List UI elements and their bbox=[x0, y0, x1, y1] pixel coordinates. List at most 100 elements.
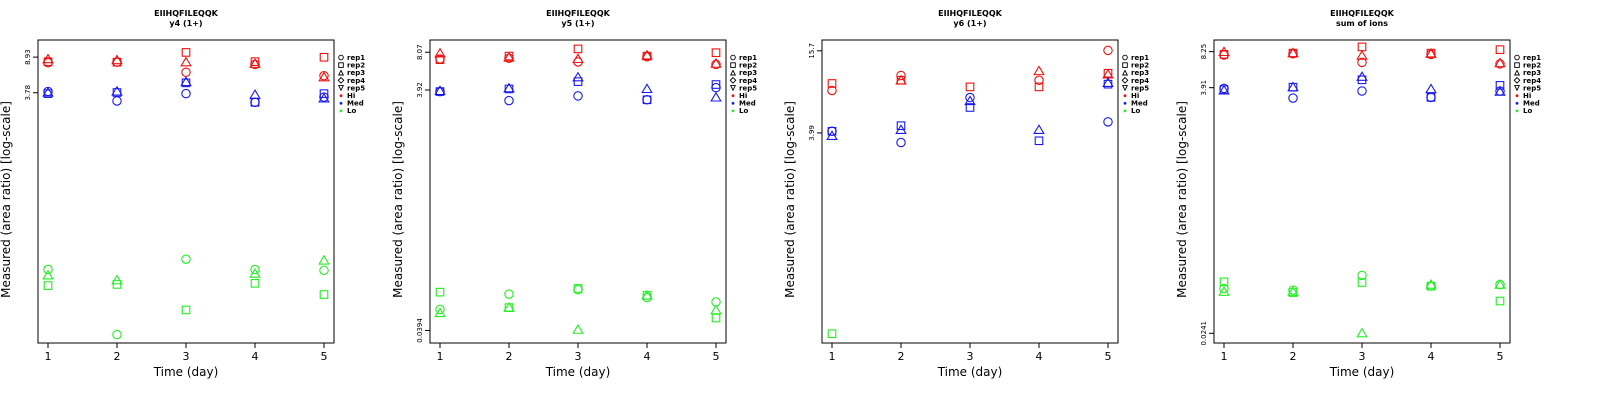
x-tick-label: 5 bbox=[1105, 350, 1112, 363]
data-point-hi-rep1 bbox=[112, 57, 122, 67]
data-point-med-rep1 bbox=[1357, 86, 1367, 96]
data-point-lo-rep1 bbox=[435, 304, 445, 315]
data-point-hi-rep3 bbox=[641, 49, 653, 60]
data-point-hi-rep1 bbox=[896, 70, 906, 81]
data-point-hi-rep3 bbox=[180, 56, 192, 67]
data-point-lo-rep3 bbox=[1425, 278, 1437, 289]
legend-marker-rep3 bbox=[1513, 69, 1521, 76]
data-point-hi-rep3 bbox=[318, 71, 330, 82]
legend-marker-lo bbox=[731, 109, 735, 113]
data-point-med-rep2 bbox=[642, 95, 652, 105]
data-point-hi-rep2 bbox=[642, 51, 652, 61]
data-point-med-rep3 bbox=[1425, 83, 1437, 94]
data-point-lo-rep3 bbox=[111, 274, 123, 285]
legend-label: rep2 bbox=[739, 62, 757, 70]
data-point-med-rep3 bbox=[641, 83, 653, 94]
data-point-med-rep1 bbox=[965, 92, 975, 103]
x-tick-label: 2 bbox=[506, 350, 513, 363]
data-point-med-rep3 bbox=[1356, 71, 1368, 81]
data-point-med-rep2 bbox=[1495, 81, 1505, 90]
data-point-hi-rep1 bbox=[1034, 75, 1044, 86]
data-point-med-rep3 bbox=[895, 124, 907, 134]
x-tick-label: 4 bbox=[644, 350, 651, 363]
data-point-lo-rep1 bbox=[1219, 283, 1229, 294]
legend-label: Lo bbox=[1131, 107, 1140, 115]
chart-subtitle: y6 (1+) bbox=[953, 19, 986, 28]
data-point-hi-rep1 bbox=[1495, 59, 1505, 69]
legend-label: rep5 bbox=[1523, 84, 1541, 92]
data-point-lo-rep2 bbox=[573, 284, 583, 293]
data-point-med-rep3 bbox=[1033, 124, 1045, 134]
data-point-lo-rep2 bbox=[827, 329, 837, 339]
legend-marker-lo bbox=[1515, 109, 1519, 113]
x-tick-label: 4 bbox=[1428, 350, 1435, 363]
x-tick-label: 5 bbox=[713, 350, 720, 363]
x-tick-label: 3 bbox=[183, 350, 190, 363]
legend-label: Med bbox=[1523, 100, 1540, 108]
x-tick-label: 3 bbox=[575, 350, 582, 363]
x-axis-title: Time (day) bbox=[153, 365, 219, 379]
legend-label: Med bbox=[739, 100, 756, 108]
data-point-med-rep3 bbox=[1494, 85, 1506, 96]
data-point-hi-rep3 bbox=[434, 47, 446, 58]
legend-marker-rep3 bbox=[337, 69, 345, 76]
data-point-hi-rep2 bbox=[319, 52, 329, 62]
data-point-lo-rep1 bbox=[43, 264, 53, 275]
x-tick-label: 2 bbox=[1290, 350, 1297, 363]
data-point-med-rep3 bbox=[434, 85, 446, 96]
y-tick-label: 3.91 bbox=[1200, 80, 1208, 96]
data-point-med-rep1 bbox=[112, 96, 122, 106]
chart-title: EIIHQFILEQQK bbox=[1330, 9, 1395, 18]
legend-marker-hi bbox=[339, 94, 343, 98]
x-axis-title: Time (day) bbox=[937, 365, 1003, 379]
data-point-lo-rep3 bbox=[1494, 278, 1506, 289]
data-point-hi-rep3 bbox=[1356, 49, 1368, 60]
legend-label: rep3 bbox=[739, 69, 757, 77]
x-tick-label: 3 bbox=[1359, 350, 1366, 363]
legend-marker-med bbox=[731, 101, 735, 105]
data-point-med-rep3 bbox=[710, 91, 722, 102]
data-point-med-rep3 bbox=[572, 71, 584, 82]
data-point-lo-rep2 bbox=[711, 313, 721, 323]
x-tick-label: 2 bbox=[898, 350, 905, 363]
data-point-hi-rep2 bbox=[435, 55, 445, 65]
data-point-lo-rep2 bbox=[435, 287, 445, 297]
data-point-lo-rep1 bbox=[1426, 281, 1436, 291]
data-point-lo-rep3 bbox=[434, 307, 446, 318]
data-point-hi-rep2 bbox=[711, 48, 721, 58]
data-point-hi-rep3 bbox=[111, 54, 123, 65]
plot-area-frame bbox=[1213, 39, 1511, 344]
data-point-med-rep3 bbox=[111, 85, 123, 96]
data-point-lo-rep2 bbox=[250, 278, 260, 288]
data-point-hi-rep3 bbox=[1494, 57, 1506, 68]
data-point-lo-rep1 bbox=[112, 329, 122, 340]
legend-marker-rep1 bbox=[1514, 54, 1520, 61]
x-tick-label: 5 bbox=[321, 350, 328, 363]
legend-label: Hi bbox=[739, 92, 747, 100]
x-axis-title: Time (day) bbox=[545, 365, 611, 379]
chart-title: EIIHQFILEQQK bbox=[546, 9, 611, 18]
data-point-lo-rep3 bbox=[503, 301, 515, 312]
data-point-lo-rep3 bbox=[1287, 286, 1299, 296]
x-tick-label: 4 bbox=[252, 350, 259, 363]
legend-marker-rep4 bbox=[337, 76, 345, 84]
legend-marker-lo bbox=[1123, 109, 1127, 113]
legend-label: rep5 bbox=[1131, 84, 1149, 92]
legend-label: rep1 bbox=[1523, 54, 1541, 62]
data-point-lo-rep3 bbox=[710, 304, 722, 315]
legend-label: rep4 bbox=[739, 77, 757, 85]
legend-label: rep1 bbox=[347, 54, 365, 62]
data-point-med-rep2 bbox=[965, 103, 975, 112]
legend-label: rep1 bbox=[1131, 54, 1149, 62]
data-point-lo-rep3 bbox=[1356, 327, 1368, 338]
data-point-lo-rep1 bbox=[642, 292, 652, 303]
data-point-lo-rep1 bbox=[504, 289, 514, 299]
data-point-lo-rep1 bbox=[181, 254, 191, 264]
data-point-lo-rep3 bbox=[1218, 286, 1230, 296]
y-axis-title: Measured (area ratio) [log-scale] bbox=[0, 101, 13, 298]
data-point-med-rep1 bbox=[181, 88, 191, 99]
